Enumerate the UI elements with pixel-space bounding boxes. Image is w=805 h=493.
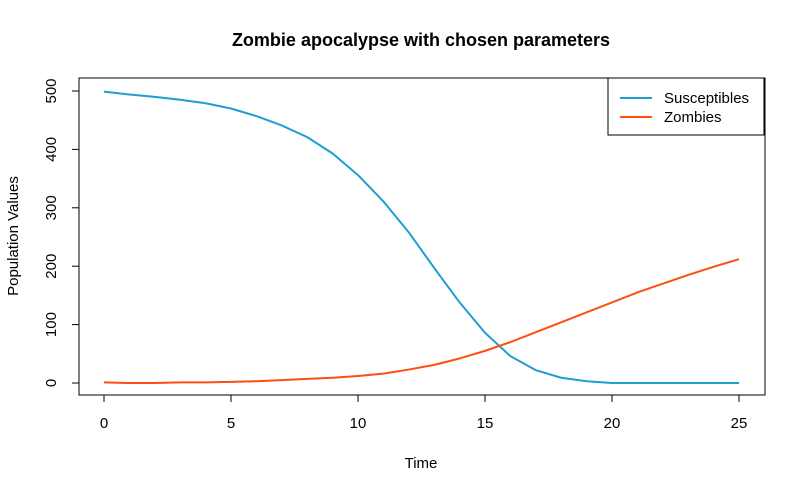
x-tick-label: 15 [477, 415, 494, 432]
chart-title: Zombie apocalypse with chosen parameters [232, 30, 610, 50]
legend: Susceptibles Zombies [607, 77, 765, 136]
y-axis: 0 100 200 300 400 500 [43, 78, 80, 387]
y-tick-label: 0 [43, 379, 60, 387]
series-line-susceptibles [103, 90, 739, 384]
y-tick-label: 200 [43, 254, 60, 279]
y-tick-label: 300 [43, 195, 60, 220]
series-line-zombies [103, 258, 740, 384]
x-tick-label: 25 [731, 415, 748, 432]
y-axis-label: Population Values [5, 176, 22, 296]
legend-label: Susceptibles [664, 90, 749, 107]
y-tick-label: 100 [43, 312, 60, 337]
x-tick-label: 10 [350, 415, 367, 432]
x-axis-label: Time [405, 455, 438, 472]
x-axis: 0 5 10 15 20 25 [100, 394, 748, 432]
y-tick-label: 400 [43, 137, 60, 162]
legend-box [607, 77, 765, 136]
x-tick-label: 0 [100, 415, 108, 432]
series-layer [103, 90, 740, 384]
y-tick-label: 500 [43, 78, 60, 103]
x-tick-label: 5 [227, 415, 235, 432]
legend-label: Zombies [664, 109, 722, 126]
x-tick-label: 20 [604, 415, 621, 432]
